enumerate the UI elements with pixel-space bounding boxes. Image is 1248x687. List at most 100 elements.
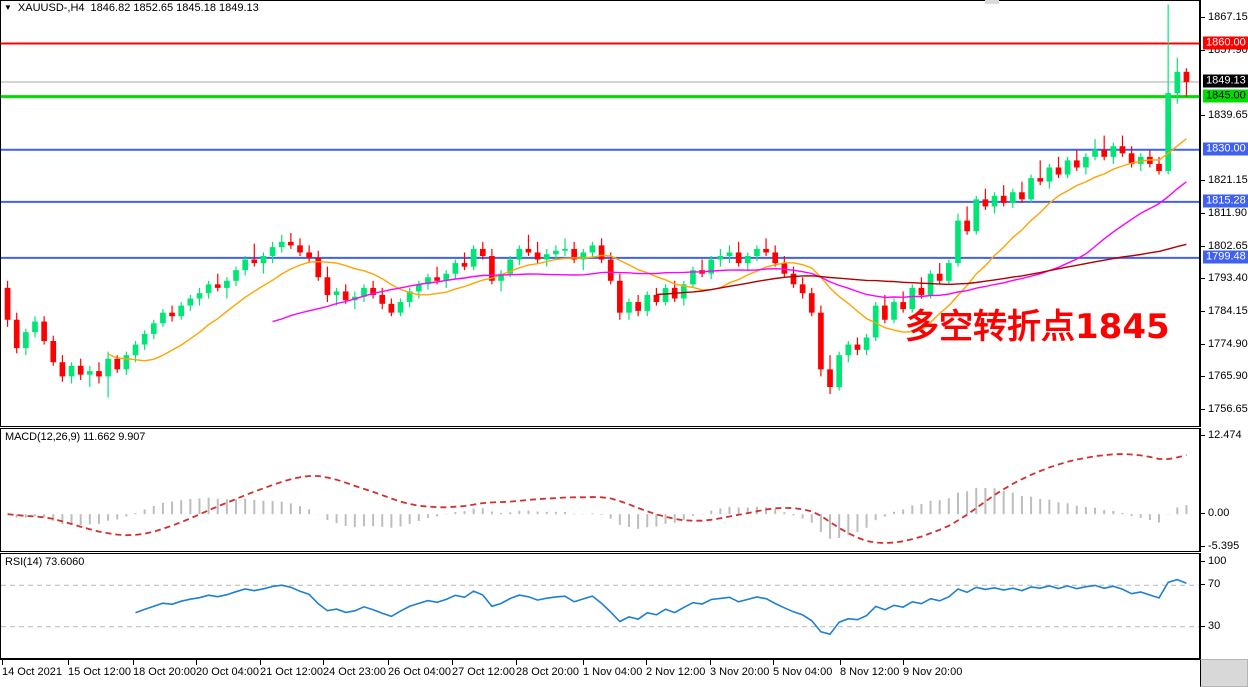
candle	[808, 287, 815, 317]
caret-down-icon[interactable]: ▼	[4, 3, 12, 12]
time-label: 24 Oct 23:00	[323, 660, 386, 678]
candle	[1147, 149, 1153, 168]
price-tag-pivot[interactable]: 1845.00	[1203, 89, 1248, 103]
candle	[269, 241, 276, 264]
price-scale[interactable]: 1867.15 1857.90 1839.65 1821.15 1811.90 1802.…	[1200, 0, 1248, 427]
rsi-tick: 30	[1201, 620, 1220, 632]
ma-slow	[656, 243, 1187, 296]
price-tick: 1839.65	[1201, 109, 1248, 121]
candle	[607, 252, 614, 285]
rsi-tick: 100	[1201, 555, 1226, 567]
rsi-scale: 100 70 30	[1200, 553, 1248, 659]
candle	[699, 259, 705, 278]
candle	[470, 245, 477, 271]
time-label: 27 Oct 12:00	[452, 660, 515, 678]
candle	[4, 280, 11, 327]
candle	[653, 287, 660, 306]
candle	[754, 245, 760, 262]
candle	[224, 277, 230, 299]
price-tag-resistance[interactable]: 1860.00	[1203, 36, 1248, 49]
candle	[461, 252, 468, 271]
price-tag-support[interactable]: 1799.48	[1203, 250, 1248, 264]
macd-panel[interactable]: MACD(12,26,9) 11.662 9.907	[0, 428, 1200, 552]
candle	[41, 316, 47, 345]
scrollbar-thumb[interactable]	[1200, 659, 1248, 687]
ohlc-values: 1846.82 1852.65 1845.18 1849.13	[90, 2, 259, 14]
rsi-label: RSI(14) 73.6060	[5, 556, 85, 568]
candle	[1119, 135, 1126, 157]
candle	[415, 280, 422, 299]
price-tick: 1793.40	[1201, 272, 1248, 284]
candle	[479, 241, 486, 260]
candle	[160, 309, 166, 327]
candle	[50, 335, 57, 366]
candle	[187, 294, 194, 311]
candle	[525, 234, 532, 256]
candle	[1128, 146, 1135, 168]
candle	[397, 298, 404, 317]
candle	[973, 195, 980, 235]
candle	[735, 241, 742, 267]
candle	[351, 291, 358, 310]
candle	[708, 256, 715, 280]
candle	[991, 192, 998, 214]
candle	[1073, 149, 1080, 171]
candle	[150, 319, 157, 340]
candle	[818, 305, 824, 377]
price-tag-support[interactable]: 1830.00	[1203, 142, 1248, 156]
price-tick: 1867.15	[1201, 11, 1248, 23]
candle	[854, 337, 861, 356]
candle	[370, 280, 376, 299]
candle	[644, 291, 651, 317]
candle	[1009, 188, 1016, 209]
candle	[543, 248, 550, 267]
candle	[96, 362, 102, 384]
price-tag-last-price[interactable]: 1849.13	[1203, 74, 1248, 88]
candle	[242, 256, 249, 276]
candle	[1137, 153, 1144, 171]
candle	[827, 355, 833, 395]
candle	[123, 351, 130, 375]
candle	[1019, 181, 1025, 203]
candle	[945, 259, 952, 285]
candle	[534, 241, 541, 264]
candle	[1055, 156, 1062, 179]
candle	[617, 273, 623, 320]
candle	[781, 256, 788, 278]
candle	[77, 358, 84, 380]
macd-plot	[7, 453, 1188, 545]
candle	[882, 294, 888, 324]
candle	[141, 330, 148, 350]
candle	[1064, 156, 1071, 179]
candle	[726, 245, 733, 264]
candle	[498, 270, 504, 292]
candle	[13, 312, 20, 354]
time-label: 20 Oct 04:00	[196, 660, 259, 678]
candle	[507, 256, 514, 278]
candle	[1046, 163, 1053, 189]
symbol-header: ▼ XAUUSD-,H4 1846.82 1852.65 1845.18 184…	[0, 0, 1200, 16]
candle	[425, 273, 431, 290]
macd-tick: 0.00	[1201, 507, 1229, 519]
macd-tick: 12.474	[1201, 429, 1242, 441]
rsi-panel[interactable]: RSI(14) 73.6060	[0, 553, 1200, 659]
candle	[891, 298, 897, 324]
candle	[836, 351, 843, 391]
candle	[32, 316, 38, 338]
price-tag-support[interactable]: 1815.28	[1203, 194, 1248, 208]
time-label: 18 Oct 20:00	[133, 660, 196, 678]
time-label: 26 Oct 04:00	[388, 660, 451, 678]
candle	[214, 273, 221, 292]
candle	[132, 341, 139, 363]
time-label: 3 Nov 20:00	[710, 660, 770, 678]
price-tick: 1784.15	[1201, 305, 1248, 317]
candle	[388, 298, 395, 317]
symbol-label: XAUUSD-,H4	[17, 2, 85, 14]
chart-annotation: 多空转折点1845	[905, 307, 1170, 347]
candle	[626, 298, 632, 320]
time-scale[interactable]: 14 Oct 2021 15 Oct 12:00 18 Oct 20:00 20 Oc…	[0, 659, 1200, 687]
candle	[178, 302, 185, 320]
price-chart-panel[interactable]	[0, 0, 1200, 427]
candle	[717, 248, 724, 267]
candle	[23, 328, 29, 356]
